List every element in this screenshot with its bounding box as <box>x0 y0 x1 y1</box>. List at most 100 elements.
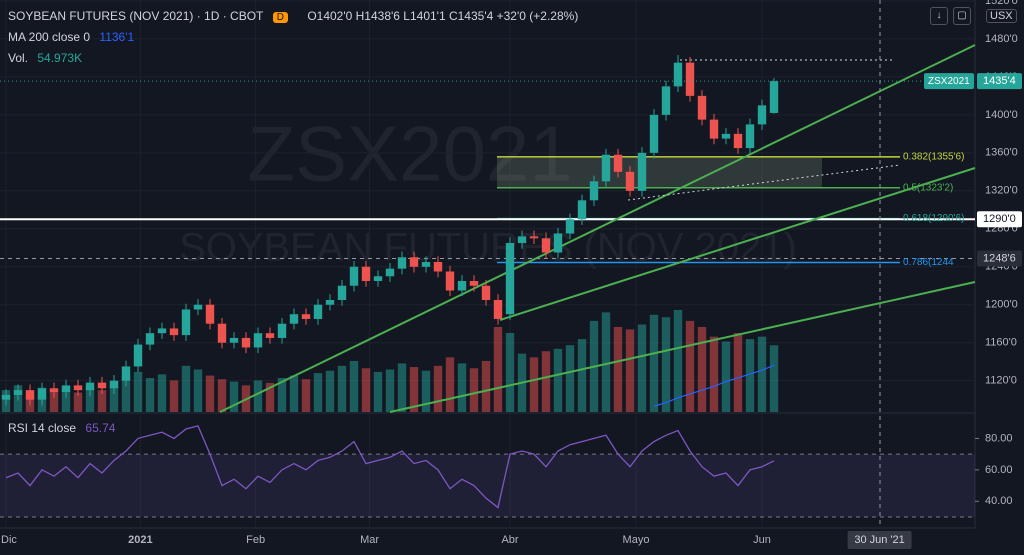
candle-body <box>541 238 551 253</box>
candle-body <box>481 285 491 300</box>
scroll-button[interactable]: ↓ <box>930 7 948 25</box>
candle-body <box>61 385 71 393</box>
volume-bar <box>337 365 347 412</box>
candle-body <box>337 285 347 300</box>
candle-body <box>661 86 671 115</box>
x-tick-label: Abr <box>501 534 518 546</box>
volume-bar <box>145 377 155 412</box>
candle-body <box>169 328 179 336</box>
badge[interactable]: D <box>272 12 288 23</box>
volume-bar <box>109 381 119 412</box>
volume-bar <box>481 360 491 412</box>
candle-body <box>565 219 575 234</box>
candle-body <box>445 271 455 291</box>
volume-bar <box>169 380 179 412</box>
candle-body <box>97 382 107 389</box>
candle-body <box>529 236 539 239</box>
vol-legend: Vol. 54.973K <box>8 51 88 65</box>
volume-bar <box>349 360 359 412</box>
candle-body <box>229 337 239 343</box>
volume-bar <box>685 320 695 412</box>
volume-bar <box>97 390 107 412</box>
crosshair-label: 30 Jun '21 <box>854 534 904 546</box>
y-tick-label: 1120'0 <box>985 375 1017 387</box>
candle-body <box>409 257 419 267</box>
candle-body <box>517 236 527 244</box>
x-tick-label: Feb <box>246 534 265 546</box>
candle-body <box>493 299 503 319</box>
ma-title: MA 200 close 0 <box>8 30 91 44</box>
rsi-band <box>0 454 975 517</box>
crosshair-box <box>847 531 912 549</box>
trend-line <box>389 281 976 413</box>
volume-bar <box>133 371 143 412</box>
volume-bar <box>721 341 731 412</box>
volume-bar <box>493 326 503 412</box>
volume-bar <box>385 369 395 412</box>
candle-body <box>769 81 779 113</box>
volume-bar <box>625 329 635 412</box>
volume-bar <box>397 363 407 412</box>
candle-body <box>181 309 191 336</box>
fib-label: 0.382(1355'6) <box>903 152 964 163</box>
candle-body <box>505 243 515 315</box>
candle-body <box>577 200 587 220</box>
rsi-legend: RSI 14 close 65.74 <box>8 421 121 435</box>
candle-body <box>757 105 767 125</box>
volume-bar <box>457 363 467 412</box>
rsi-title: RSI 14 close <box>8 421 77 435</box>
ma-value: 1136'1 <box>99 30 135 44</box>
volume-bar <box>697 326 707 412</box>
volume-bar <box>745 339 755 412</box>
watermark-symbol: ZSX2021 <box>247 110 572 198</box>
volume-bar <box>565 345 575 412</box>
candle-body <box>553 233 563 253</box>
y-tick-label: 1200'0 <box>985 299 1018 311</box>
ma-legend: MA 200 close 0 1136'1 <box>8 30 140 44</box>
candle-body <box>589 181 599 201</box>
volume-bar <box>661 317 671 412</box>
volume-bar <box>61 388 71 412</box>
header-line: SOYBEAN FUTURES (NOV 2021) · 1D · CBOT D… <box>8 9 584 23</box>
volume-bar <box>253 380 263 412</box>
candle-body <box>265 333 275 338</box>
fullscreen-button[interactable]: ▢ <box>953 7 971 25</box>
volume-bar <box>577 339 587 412</box>
candle-body <box>709 119 719 139</box>
candle-body <box>421 262 431 267</box>
vol-value: 54.973K <box>37 51 83 65</box>
candle-body <box>277 323 287 338</box>
volume-bar <box>769 345 779 412</box>
volume-bar <box>361 368 371 412</box>
candle-body <box>613 154 623 172</box>
candle-body <box>721 133 731 139</box>
candle-body <box>637 152 647 191</box>
candle-body <box>697 95 707 120</box>
candle-body <box>469 280 479 286</box>
y-tick-label: 1520'0 <box>985 0 1018 7</box>
y-tick-label: 1160'0 <box>985 337 1017 349</box>
candle-body <box>457 280 467 291</box>
volume-bar <box>217 379 227 412</box>
candle-body <box>13 390 23 395</box>
currency[interactable]: USX <box>986 9 1017 23</box>
y-tick-label: 1320'0 <box>985 185 1018 197</box>
ohlc: O1402'0 H1438'6 L1401'1 C1435'4 +32'0 (+… <box>307 9 579 23</box>
candle-body <box>157 328 167 334</box>
candle-body <box>121 366 131 381</box>
volume-bar <box>277 377 287 412</box>
volume-bar <box>673 309 683 412</box>
volume-bar <box>649 314 659 412</box>
fib-label: 0.786(1244 <box>903 257 954 268</box>
candle-body <box>625 171 635 191</box>
last-price-box <box>977 73 1022 90</box>
rsi-tick-label: 40.00 <box>985 495 1013 507</box>
fib-label: 0.618(1290'6) <box>903 213 964 224</box>
x-tick-label: Jun <box>753 534 771 546</box>
volume-bar <box>373 371 383 412</box>
symbol-box <box>924 73 974 90</box>
last-price-label: 1435'4 <box>983 75 1016 87</box>
candle-body <box>193 304 203 310</box>
